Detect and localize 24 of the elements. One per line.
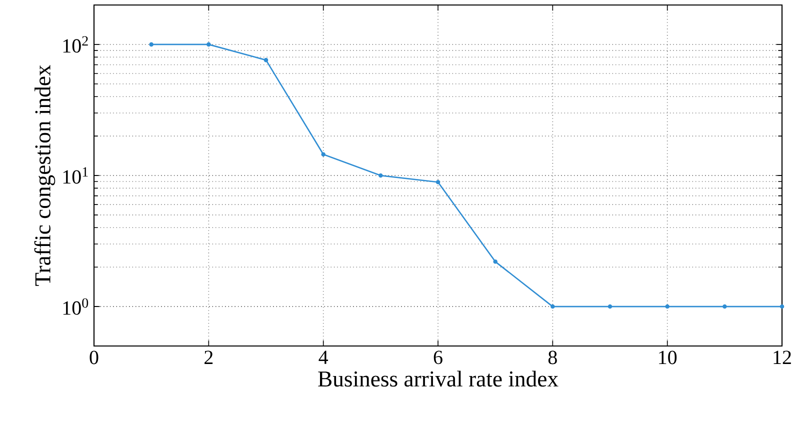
y-tick-label: 10$^{1}$: [63, 167, 88, 184]
point: [608, 304, 612, 309]
point: [378, 173, 383, 178]
y-axis-title: Traffic congestion index: [34, 64, 56, 286]
point: [436, 180, 440, 184]
x-tick-label: 8: [548, 350, 557, 364]
point: [665, 304, 670, 309]
x-tick-label: 10: [659, 350, 677, 364]
point: [206, 42, 211, 47]
point: [780, 304, 784, 309]
x-tick-label: 4: [318, 350, 328, 364]
point: [264, 58, 268, 62]
x-axis-title: Business arrival rate index: [318, 370, 558, 387]
y-tick-label: 10$^{2}$: [63, 36, 88, 53]
y-tick-label: 10$^{0}$: [63, 298, 88, 315]
point: [149, 42, 154, 47]
point: [722, 304, 727, 309]
x-tick-label: 12: [774, 350, 791, 364]
point: [493, 260, 498, 264]
x-tick-label: 0: [90, 350, 98, 364]
point: [321, 152, 326, 156]
x-tick-label: 2: [204, 350, 213, 364]
x-tick-label: 6: [434, 350, 442, 364]
point: [550, 304, 555, 309]
